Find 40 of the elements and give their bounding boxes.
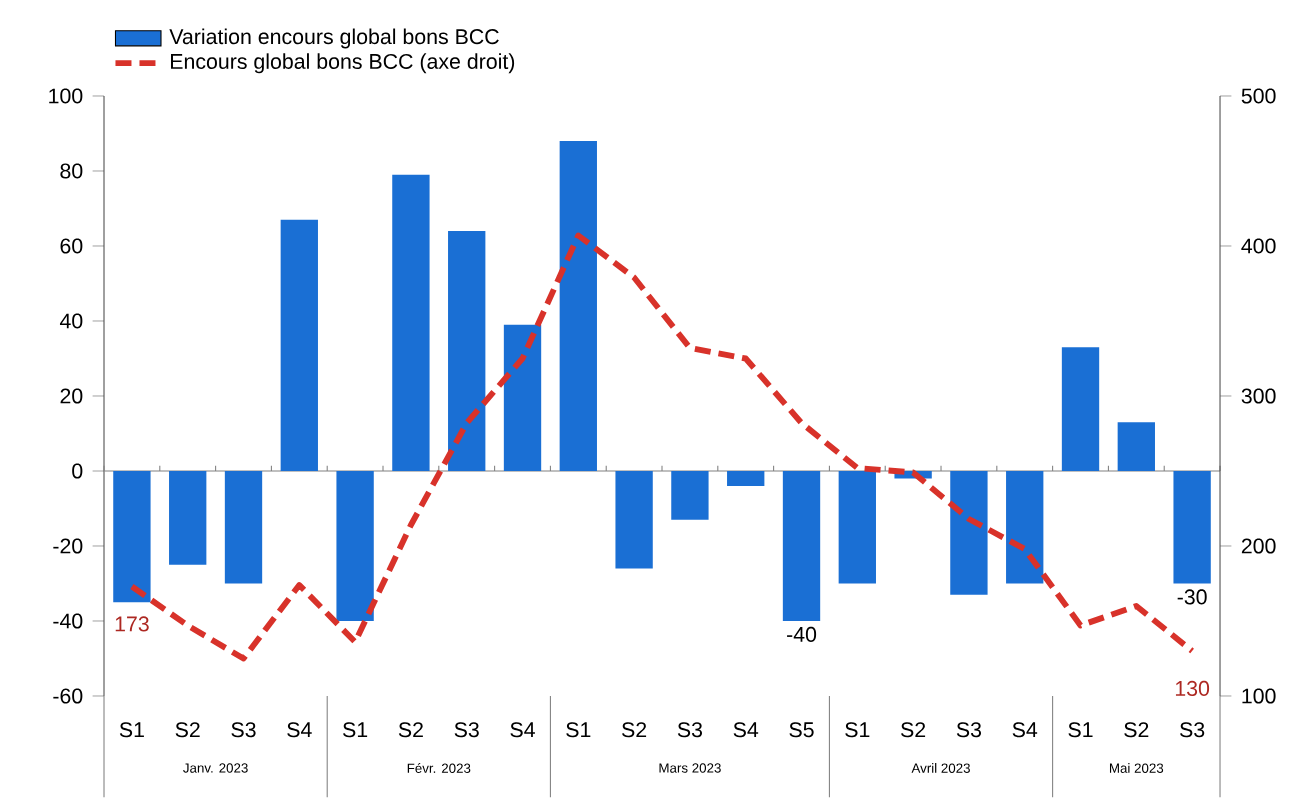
legend-label: Encours global bons BCC (axe droit) [171,53,515,74]
data-label: 173 [115,616,149,632]
x-tick-label: S2 [175,722,200,738]
x-tick-label: S1 [1068,722,1093,738]
y-tick-label: 60 [60,238,83,254]
x-tick-label: S4 [733,722,759,738]
data-label: 130 [1175,680,1210,696]
x-tick-label: S1 [119,722,144,738]
x-tick-label: S1 [845,722,870,738]
x-tick-label: S2 [1124,722,1149,738]
y-tick-label: 100 [49,88,83,104]
y-tick-label: 80 [60,163,83,179]
x-tick-label: S3 [231,722,256,738]
x-tick-label: S2 [622,722,647,738]
x-tick-label: S3 [956,722,982,738]
y-tick-label: -40 [53,613,83,629]
y2-tick-label: 500 [1241,88,1276,104]
x-tick-label: S4 [287,722,312,738]
y2-tick-label: 200 [1241,538,1276,554]
y-tick-label: 40 [59,313,83,329]
data-label: -30 [1177,589,1207,605]
x-tick-label: S1 [566,722,591,738]
x-tick-label: S3 [677,722,703,738]
legend-label: Variation encours global bons BCC [169,28,499,49]
y-tick-label: -60 [53,688,83,704]
x-tick-label: S5 [789,722,814,738]
x-tick-label: S3 [454,722,479,738]
x-tick-label: S3 [1180,722,1205,738]
x-tick-label: S4 [1012,722,1038,738]
x-tick-label: S2 [398,722,423,738]
y-tick-label: -20 [53,538,83,554]
x-tick-label: S2 [901,722,926,738]
y2-tick-label: 400 [1241,238,1276,254]
y-tick-label: 0 [72,463,83,479]
y2-tick-label: 100 [1242,688,1276,704]
data-label: -40 [787,626,817,642]
y-tick-label: 20 [60,388,83,404]
y2-tick-label: 300 [1241,388,1276,404]
x-tick-label: S1 [343,722,368,738]
x-tick-label: S4 [510,722,535,738]
